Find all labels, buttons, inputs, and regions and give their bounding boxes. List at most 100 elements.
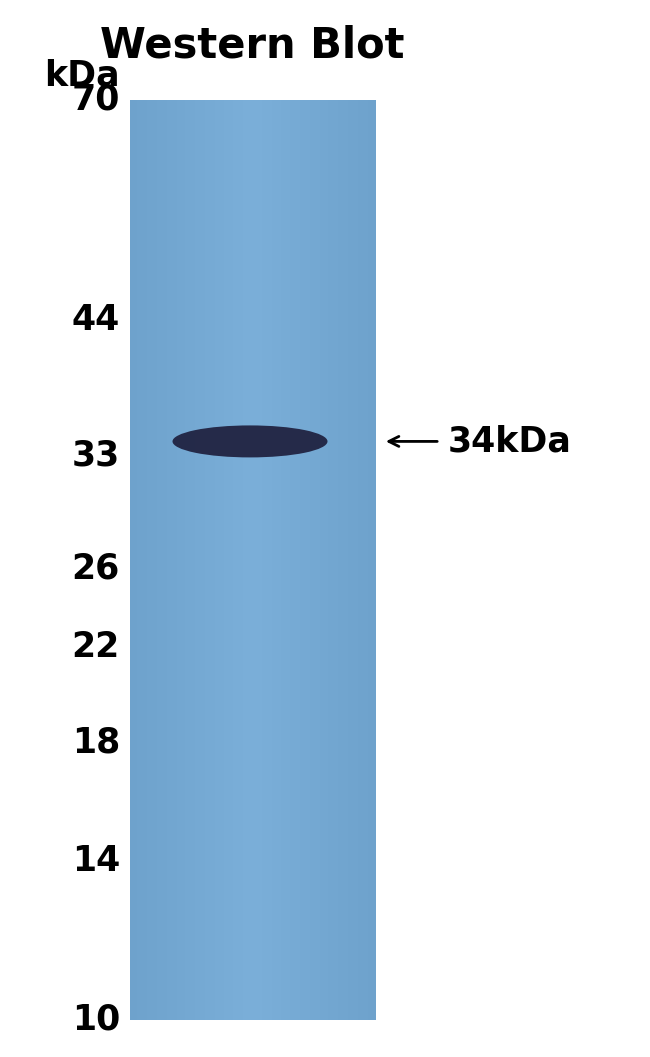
Bar — [270, 100, 272, 1020]
Bar — [252, 100, 254, 1020]
Bar — [168, 100, 170, 1020]
Bar — [306, 100, 308, 1020]
Bar — [192, 100, 194, 1020]
Bar — [242, 100, 244, 1020]
Text: 14: 14 — [72, 843, 120, 878]
Bar — [220, 100, 221, 1020]
Bar — [278, 100, 280, 1020]
Bar — [310, 100, 312, 1020]
Bar — [314, 100, 315, 1020]
Bar — [304, 100, 306, 1020]
Bar — [368, 100, 369, 1020]
Bar — [293, 100, 294, 1020]
Bar — [227, 100, 229, 1020]
Bar — [212, 100, 214, 1020]
Bar — [245, 100, 247, 1020]
Bar — [138, 100, 140, 1020]
Bar — [372, 100, 374, 1020]
Bar — [309, 100, 311, 1020]
Bar — [145, 100, 146, 1020]
Bar — [211, 100, 213, 1020]
Bar — [272, 100, 274, 1020]
Bar — [361, 100, 363, 1020]
Bar — [285, 100, 287, 1020]
Bar — [151, 100, 153, 1020]
Bar — [252, 100, 253, 1020]
Bar — [167, 100, 168, 1020]
Bar — [194, 100, 196, 1020]
Bar — [303, 100, 304, 1020]
Bar — [276, 100, 278, 1020]
Bar — [321, 100, 323, 1020]
Bar — [282, 100, 283, 1020]
Bar — [153, 100, 155, 1020]
Bar — [339, 100, 341, 1020]
Bar — [223, 100, 225, 1020]
Bar — [330, 100, 332, 1020]
Bar — [185, 100, 187, 1020]
Bar — [229, 100, 231, 1020]
Text: 18: 18 — [72, 725, 120, 759]
Bar — [152, 100, 154, 1020]
Bar — [311, 100, 313, 1020]
Bar — [220, 100, 222, 1020]
Bar — [265, 100, 266, 1020]
Bar — [318, 100, 320, 1020]
Bar — [191, 100, 193, 1020]
Text: 70: 70 — [72, 84, 120, 117]
Bar — [169, 100, 171, 1020]
Bar — [226, 100, 227, 1020]
Bar — [256, 100, 258, 1020]
Bar — [335, 100, 336, 1020]
Bar — [135, 100, 136, 1020]
Bar — [130, 100, 132, 1020]
Bar — [331, 100, 333, 1020]
Bar — [233, 100, 235, 1020]
Bar — [292, 100, 293, 1020]
Bar — [222, 100, 224, 1020]
Bar — [337, 100, 339, 1020]
Bar — [150, 100, 151, 1020]
Bar — [306, 100, 307, 1020]
Bar — [261, 100, 263, 1020]
Bar — [231, 100, 233, 1020]
Bar — [228, 100, 229, 1020]
Bar — [369, 100, 370, 1020]
Bar — [172, 100, 174, 1020]
Text: 26: 26 — [72, 552, 120, 586]
Bar — [316, 100, 318, 1020]
Bar — [259, 100, 261, 1020]
Bar — [260, 100, 261, 1020]
Bar — [291, 100, 292, 1020]
Bar — [348, 100, 350, 1020]
Bar — [217, 100, 218, 1020]
Bar — [257, 100, 259, 1020]
Bar — [164, 100, 166, 1020]
Bar — [176, 100, 177, 1020]
Bar — [350, 100, 352, 1020]
Bar — [328, 100, 330, 1020]
Bar — [140, 100, 142, 1020]
Bar — [271, 100, 272, 1020]
Bar — [358, 100, 359, 1020]
Bar — [170, 100, 172, 1020]
Bar — [284, 100, 286, 1020]
Bar — [320, 100, 322, 1020]
Bar — [178, 100, 179, 1020]
Bar — [300, 100, 302, 1020]
Bar — [263, 100, 265, 1020]
Bar — [198, 100, 199, 1020]
Bar — [364, 100, 366, 1020]
Bar — [162, 100, 164, 1020]
Bar — [327, 100, 329, 1020]
Text: 10: 10 — [72, 1003, 120, 1037]
Bar — [190, 100, 192, 1020]
Bar — [294, 100, 296, 1020]
Bar — [203, 100, 205, 1020]
Bar — [181, 100, 183, 1020]
Bar — [213, 100, 215, 1020]
Bar — [283, 100, 285, 1020]
Bar — [161, 100, 162, 1020]
Bar — [296, 100, 298, 1020]
Bar — [353, 100, 355, 1020]
